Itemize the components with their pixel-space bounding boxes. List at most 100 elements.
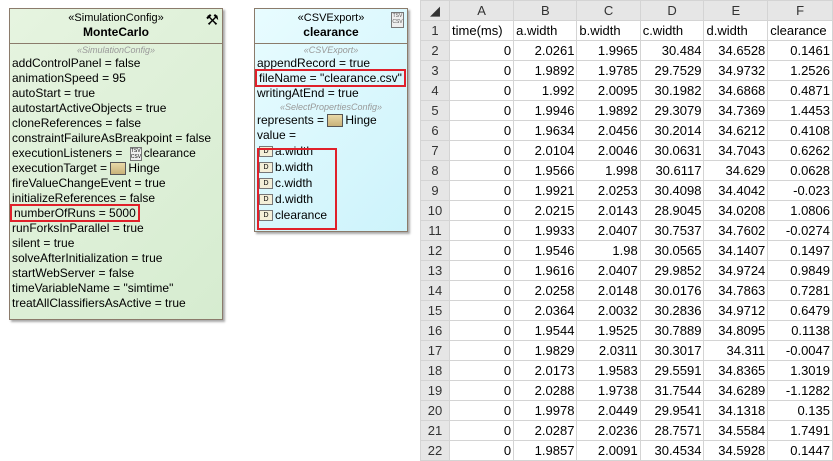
cell[interactable]: 2.0148 bbox=[576, 280, 641, 301]
cell[interactable]: 34.5584 bbox=[703, 420, 769, 441]
cell[interactable]: 1.9978 bbox=[513, 400, 578, 421]
cell[interactable]: 1.9566 bbox=[513, 160, 578, 181]
cell[interactable]: 0.4871 bbox=[767, 80, 833, 101]
cell[interactable]: 30.0565 bbox=[639, 240, 705, 261]
cell[interactable]: 30.7889 bbox=[639, 320, 705, 341]
cell[interactable]: 34.6868 bbox=[703, 80, 769, 101]
cell[interactable]: 1.9785 bbox=[576, 60, 641, 81]
row-header[interactable]: 18 bbox=[419, 360, 451, 381]
column-header-e[interactable]: E bbox=[703, 0, 769, 21]
cell[interactable]: 28.9045 bbox=[639, 200, 705, 221]
cell[interactable]: 34.629 bbox=[703, 160, 769, 181]
cell[interactable]: 0 bbox=[449, 280, 515, 301]
row-header[interactable]: 16 bbox=[419, 320, 451, 341]
cell[interactable]: 2.0449 bbox=[576, 400, 641, 421]
cell[interactable]: 1.9616 bbox=[513, 260, 578, 281]
cell[interactable]: 30.484 bbox=[639, 40, 705, 61]
cell[interactable]: 1.98 bbox=[576, 240, 641, 261]
cell[interactable]: 30.6117 bbox=[639, 160, 705, 181]
csv-export-block[interactable]: «CSVExport» clearance TSV CSV «CSVExport»… bbox=[254, 8, 408, 232]
row-header[interactable]: 10 bbox=[419, 200, 451, 221]
row-header[interactable]: 14 bbox=[419, 280, 451, 301]
cell[interactable]: 1.0806 bbox=[767, 200, 833, 221]
row-header[interactable]: 4 bbox=[419, 80, 451, 101]
cell[interactable]: 34.9732 bbox=[703, 60, 769, 81]
cell[interactable]: 2.0288 bbox=[513, 380, 578, 401]
cell[interactable]: 2.0091 bbox=[576, 440, 641, 461]
cell[interactable]: 1.9892 bbox=[513, 60, 578, 81]
cell[interactable]: 0 bbox=[449, 360, 515, 381]
cell[interactable]: 0 bbox=[449, 140, 515, 161]
cell[interactable]: 34.311 bbox=[703, 340, 769, 361]
row-header[interactable]: 22 bbox=[419, 440, 451, 461]
cell[interactable]: 0 bbox=[449, 180, 515, 201]
cell[interactable]: 1.9544 bbox=[513, 320, 578, 341]
cell[interactable]: 1.9738 bbox=[576, 380, 641, 401]
cell[interactable]: 34.5928 bbox=[703, 440, 769, 461]
row-header[interactable]: 13 bbox=[419, 260, 451, 281]
cell[interactable]: 2.0364 bbox=[513, 300, 578, 321]
cell[interactable]: 2.0104 bbox=[513, 140, 578, 161]
cell[interactable]: 2.0173 bbox=[513, 360, 578, 381]
cell[interactable]: 1.9583 bbox=[576, 360, 641, 381]
cell[interactable]: 1.998 bbox=[576, 160, 641, 181]
cell[interactable]: 34.1318 bbox=[703, 400, 769, 421]
row-header[interactable]: 3 bbox=[419, 60, 451, 81]
column-header-f[interactable]: F bbox=[767, 0, 833, 21]
cell[interactable]: 0 bbox=[449, 40, 515, 61]
cell[interactable]: 30.7537 bbox=[639, 220, 705, 241]
cell[interactable]: 2.0215 bbox=[513, 200, 578, 221]
row-header[interactable]: 17 bbox=[419, 340, 451, 361]
cell[interactable]: 0.1447 bbox=[767, 440, 833, 461]
cell[interactable]: c.width bbox=[639, 20, 705, 41]
row-header[interactable]: 8 bbox=[419, 160, 451, 181]
cell[interactable]: 0 bbox=[449, 440, 515, 461]
row-header[interactable]: 11 bbox=[419, 220, 451, 241]
cell[interactable]: 29.7529 bbox=[639, 60, 705, 81]
cell[interactable]: 0 bbox=[449, 60, 515, 81]
cell[interactable]: 0 bbox=[449, 220, 515, 241]
cell[interactable]: 34.6289 bbox=[703, 380, 769, 401]
cell[interactable]: 28.7571 bbox=[639, 420, 705, 441]
cell[interactable]: d.width bbox=[703, 20, 769, 41]
cell[interactable]: 30.1982 bbox=[639, 80, 705, 101]
row-header[interactable]: 2 bbox=[419, 40, 451, 61]
cell[interactable]: 34.6212 bbox=[703, 120, 769, 141]
cell[interactable]: 0 bbox=[449, 120, 515, 141]
cell[interactable]: 0.4108 bbox=[767, 120, 833, 141]
cell[interactable]: 1.9933 bbox=[513, 220, 578, 241]
cell[interactable]: 30.2014 bbox=[639, 120, 705, 141]
cell[interactable]: 34.4042 bbox=[703, 180, 769, 201]
cell[interactable]: -0.023 bbox=[767, 180, 833, 201]
cell[interactable]: time(ms) bbox=[449, 20, 515, 41]
cell[interactable]: 29.3079 bbox=[639, 100, 705, 121]
cell[interactable]: 0.0628 bbox=[767, 160, 833, 181]
cell[interactable]: 0 bbox=[449, 420, 515, 441]
cell[interactable]: 1.9857 bbox=[513, 440, 578, 461]
cell[interactable]: 0.1461 bbox=[767, 40, 833, 61]
cell[interactable]: 34.8095 bbox=[703, 320, 769, 341]
cell[interactable]: 0.9849 bbox=[767, 260, 833, 281]
cell[interactable]: 30.4534 bbox=[639, 440, 705, 461]
cell[interactable]: 34.9712 bbox=[703, 300, 769, 321]
cell[interactable]: 1.4453 bbox=[767, 100, 833, 121]
cell[interactable]: 0.6479 bbox=[767, 300, 833, 321]
cell[interactable]: -1.1282 bbox=[767, 380, 833, 401]
cell[interactable]: 34.0208 bbox=[703, 200, 769, 221]
cell[interactable]: 29.9541 bbox=[639, 400, 705, 421]
cell[interactable]: 2.0311 bbox=[576, 340, 641, 361]
select-all-corner[interactable]: ◢ bbox=[419, 0, 451, 21]
cell[interactable]: 0 bbox=[449, 100, 515, 121]
cell[interactable]: 0.7281 bbox=[767, 280, 833, 301]
execution-target-value[interactable]: Hinge bbox=[128, 161, 160, 175]
row-header[interactable]: 7 bbox=[419, 140, 451, 161]
cell[interactable]: 30.0176 bbox=[639, 280, 705, 301]
row-header[interactable]: 5 bbox=[419, 100, 451, 121]
cell[interactable]: 2.0236 bbox=[576, 420, 641, 441]
column-header-c[interactable]: C bbox=[576, 0, 641, 21]
